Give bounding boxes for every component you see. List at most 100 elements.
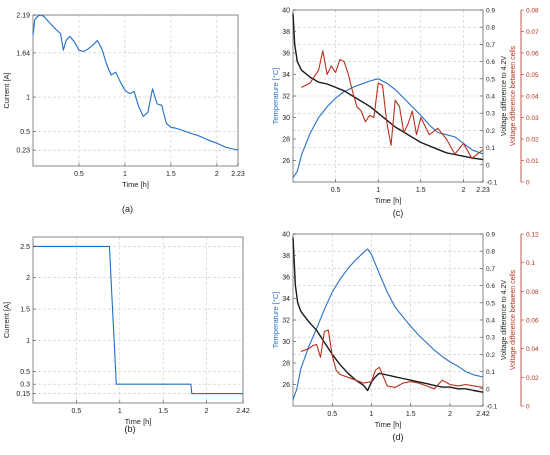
y-tick-label: 28 [282,361,290,368]
series-line [292,13,484,161]
y-tick-label: 36 [282,275,290,282]
y3-tick-label: 0.08 [526,289,539,296]
y-tick-label: 26 [282,382,290,389]
x-tick-label: 0.5 [74,171,84,178]
y3-tick-label: 0 [526,180,530,187]
x-tick-label: 1 [118,408,122,415]
x-tick-label: 2.42 [476,411,490,418]
panel-caption: (c) [393,208,404,218]
y3-tick-label: 0.1 [526,260,535,267]
y2-tick-label: 0.1 [486,145,495,152]
series-line [292,78,484,179]
y-tick-label: 38 [282,253,290,260]
y-axis-label: Temperature [°C] [271,292,280,349]
y-tick-label: 34 [282,296,290,303]
x-tick-label: 1 [123,171,127,178]
series-line [301,50,484,159]
x-tick-label: 2 [215,171,219,178]
x-tick-label: 2 [448,411,452,418]
y2-tick-label: 0.5 [486,300,495,307]
x-tick-label: 1 [370,411,374,418]
y-tick-label: 32 [282,318,290,325]
series-line [292,237,484,393]
series-line [292,248,484,400]
y3-tick-label: 0.07 [526,29,539,36]
y2-tick-label: 0.6 [486,283,495,290]
y2-axis-label: Voltage difference to 4.2V [501,280,508,360]
y3-tick-label: 0.03 [526,115,539,122]
y3-tick-label: 0.04 [526,94,539,101]
y-tick-label: 0.5 [20,129,30,136]
y2-tick-label: 0.3 [486,335,495,342]
x-axis-label: Time [h] [375,196,402,205]
series-line [32,14,239,151]
x-tick-label: 2 [205,408,209,415]
x-tick-label: 1.5 [406,411,416,418]
y2-tick-label: 0.8 [486,249,495,256]
chart-panel: 0.5 1 1.5 2 2.42 26 28 30 32 34 36 38 40 Time [h] Temp… [271,232,539,443]
x-tick-label: 1.5 [416,187,426,194]
y2-tick-label: 0.7 [486,42,495,49]
y2-tick-label: 0.5 [486,76,495,83]
y2-tick-label: 0.2 [486,352,495,359]
x-tick-label: 2 [461,187,465,194]
y-tick-label: 1 [26,95,30,102]
x-tick-label: 2.23 [231,171,245,178]
y-tick-label: 1 [26,338,30,345]
y-tick-label: 2.5 [20,244,30,251]
y2-tick-label: 0.1 [486,369,495,376]
y-tick-label: 0.3 [20,382,30,389]
y-tick-label: 40 [282,232,290,239]
y2-tick-label: 0.3 [486,111,495,118]
panel-caption: (b) [125,424,136,434]
y-tick-label: 30 [282,115,290,122]
panel-caption: (d) [393,432,404,442]
y3-tick-label: 0.12 [526,232,539,239]
chart-panel: 0.5 1 1.5 2 2.23 0.23 0.5 1 1.64 2.19 Time [h] Curr… [2,13,245,215]
plot-frame [32,236,244,404]
y2-tick-label: 0.9 [486,232,495,239]
y-tick-label: 2 [26,275,30,282]
y3-axis-label: Voltage difference between cells [510,269,517,370]
y-tick-label: 38 [282,29,290,36]
y3-tick-label: 0 [526,404,530,411]
y-tick-label: 34 [282,72,290,79]
y3-tick-label: 0.06 [526,318,539,325]
y-tick-label: 0.23 [16,148,30,155]
y2-tick-label: 0 [486,162,490,169]
y3-tick-label: 0.06 [526,51,539,58]
y2-tick-label: 0.4 [486,318,495,325]
chart-panel: 0.5 1 1.5 2 2.23 26 28 30 32 34 36 38 40 Time [h] Temp… [271,8,539,219]
y2-tick-label: 0.7 [486,266,495,273]
y-tick-label: 2.19 [16,13,30,20]
x-tick-label: 2.42 [236,408,250,415]
y-tick-label: 28 [282,137,290,144]
y3-axis-label: Voltage difference between cells [510,45,517,146]
x-axis-label: Time [h] [375,420,402,429]
y2-tick-label: -0.1 [486,180,498,187]
x-tick-label: 1.5 [166,171,176,178]
x-tick-label: 2.23 [476,187,490,194]
x-axis-label: Time [h] [122,180,149,189]
y2-tick-label: 0.2 [486,128,495,135]
x-tick-label: 0.5 [331,187,341,194]
series-line [300,329,484,390]
chart-panel: 0.5 1 1.5 2 2.42 0.15 0.3 0.5 1 1.5 2 2.5 Time [h] Cu… [2,236,250,434]
y3-tick-label: 0.02 [526,375,539,382]
y2-tick-label: -0.1 [486,404,498,411]
y2-axis-label: Voltage difference to 4.2V [501,56,508,136]
y-tick-label: 36 [282,51,290,58]
y2-tick-label: 0 [486,386,490,393]
x-tick-label: 1 [376,187,380,194]
plot-frame [32,14,239,167]
y-tick-label: 32 [282,94,290,101]
y-axis-label: Current [A] [2,302,11,338]
y2-tick-label: 0.6 [486,59,495,66]
y3-tick-label: 0.05 [526,72,539,79]
x-axis-label: Time [h] [125,417,152,426]
y3-tick-label: 0.02 [526,137,539,144]
y-tick-label: 1.64 [16,50,30,57]
x-tick-label: 1.5 [158,408,168,415]
